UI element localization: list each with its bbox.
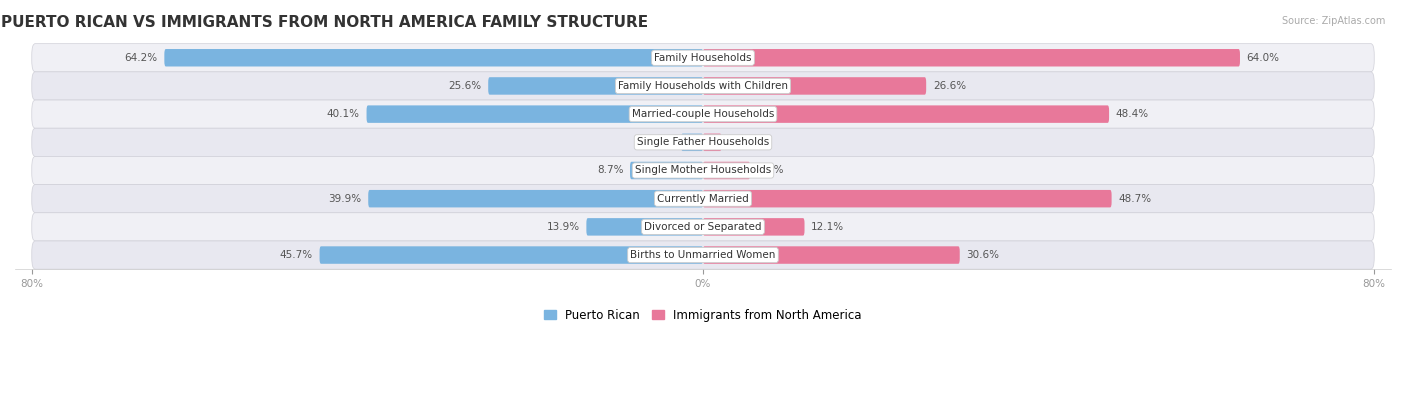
Text: 2.2%: 2.2%: [728, 137, 755, 147]
Text: 39.9%: 39.9%: [329, 194, 361, 204]
FancyBboxPatch shape: [703, 190, 1112, 207]
FancyBboxPatch shape: [703, 105, 1109, 123]
Text: Divorced or Separated: Divorced or Separated: [644, 222, 762, 232]
Text: 30.6%: 30.6%: [966, 250, 1000, 260]
Text: Currently Married: Currently Married: [657, 194, 749, 204]
Text: Family Households: Family Households: [654, 53, 752, 63]
Text: PUERTO RICAN VS IMMIGRANTS FROM NORTH AMERICA FAMILY STRUCTURE: PUERTO RICAN VS IMMIGRANTS FROM NORTH AM…: [1, 15, 648, 30]
FancyBboxPatch shape: [703, 49, 1240, 66]
FancyBboxPatch shape: [586, 218, 703, 235]
Text: Source: ZipAtlas.com: Source: ZipAtlas.com: [1281, 16, 1385, 26]
Text: 40.1%: 40.1%: [326, 109, 360, 119]
Text: 8.7%: 8.7%: [596, 166, 623, 175]
FancyBboxPatch shape: [681, 134, 703, 151]
FancyBboxPatch shape: [488, 77, 703, 95]
FancyBboxPatch shape: [32, 213, 1374, 241]
Text: 12.1%: 12.1%: [811, 222, 845, 232]
FancyBboxPatch shape: [703, 77, 927, 95]
FancyBboxPatch shape: [32, 44, 1374, 72]
Text: 45.7%: 45.7%: [280, 250, 314, 260]
FancyBboxPatch shape: [703, 134, 721, 151]
Text: 64.2%: 64.2%: [125, 53, 157, 63]
Text: 2.6%: 2.6%: [648, 137, 675, 147]
Legend: Puerto Rican, Immigrants from North America: Puerto Rican, Immigrants from North Amer…: [540, 304, 866, 326]
Text: 64.0%: 64.0%: [1247, 53, 1279, 63]
Text: 13.9%: 13.9%: [547, 222, 579, 232]
Text: Single Mother Households: Single Mother Households: [636, 166, 770, 175]
Text: 25.6%: 25.6%: [449, 81, 481, 91]
FancyBboxPatch shape: [319, 246, 703, 264]
Text: Births to Unmarried Women: Births to Unmarried Women: [630, 250, 776, 260]
Text: Single Father Households: Single Father Households: [637, 137, 769, 147]
FancyBboxPatch shape: [32, 100, 1374, 128]
FancyBboxPatch shape: [32, 184, 1374, 213]
Text: Family Households with Children: Family Households with Children: [619, 81, 787, 91]
FancyBboxPatch shape: [630, 162, 703, 179]
FancyBboxPatch shape: [703, 246, 960, 264]
FancyBboxPatch shape: [368, 190, 703, 207]
FancyBboxPatch shape: [367, 105, 703, 123]
Text: Married-couple Households: Married-couple Households: [631, 109, 775, 119]
FancyBboxPatch shape: [32, 128, 1374, 156]
FancyBboxPatch shape: [32, 156, 1374, 184]
FancyBboxPatch shape: [165, 49, 703, 66]
FancyBboxPatch shape: [32, 241, 1374, 269]
Text: 48.4%: 48.4%: [1116, 109, 1149, 119]
Text: 48.7%: 48.7%: [1118, 194, 1152, 204]
FancyBboxPatch shape: [703, 218, 804, 235]
FancyBboxPatch shape: [703, 162, 749, 179]
FancyBboxPatch shape: [32, 72, 1374, 100]
Text: 26.6%: 26.6%: [934, 81, 966, 91]
Text: 5.6%: 5.6%: [756, 166, 783, 175]
